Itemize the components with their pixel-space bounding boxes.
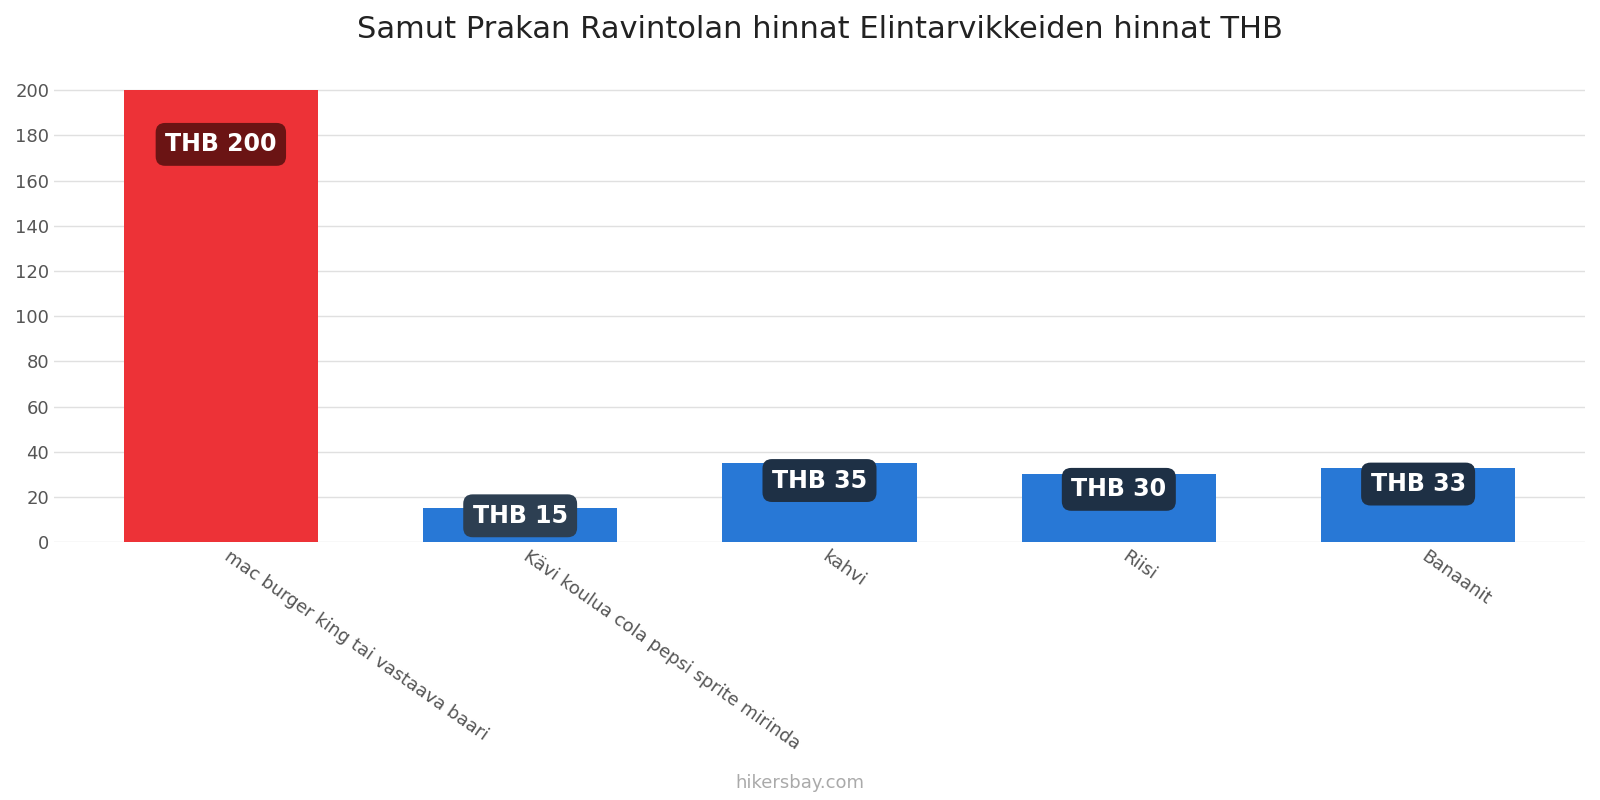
Bar (422, 508, 618, 542)
Text: hikersbay.com: hikersbay.com (736, 774, 864, 792)
Bar (722, 463, 917, 542)
Text: THB 35: THB 35 (771, 469, 867, 493)
Text: THB 200: THB 200 (165, 132, 277, 156)
Bar (123, 90, 318, 542)
Text: THB 15: THB 15 (472, 504, 568, 528)
Text: THB 30: THB 30 (1072, 478, 1166, 502)
Text: THB 33: THB 33 (1371, 472, 1466, 496)
Bar (1021, 474, 1216, 542)
Bar (1322, 468, 1515, 542)
Title: Samut Prakan Ravintolan hinnat Elintarvikkeiden hinnat THB: Samut Prakan Ravintolan hinnat Elintarvi… (357, 15, 1283, 44)
